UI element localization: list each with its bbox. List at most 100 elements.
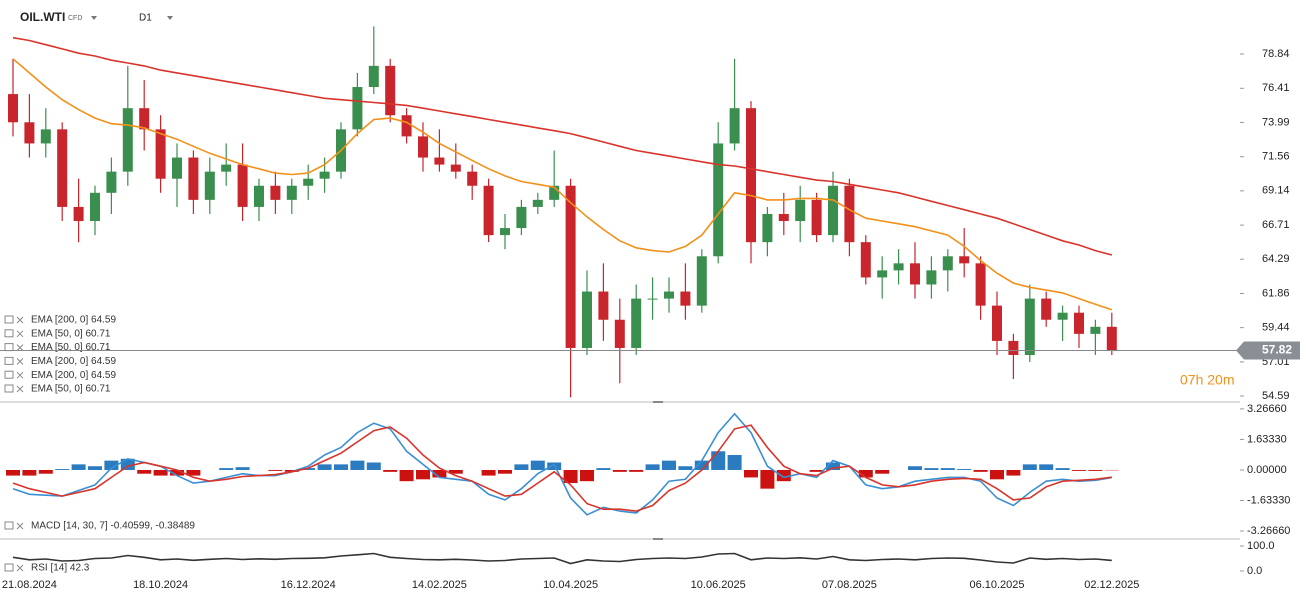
legend-remove[interactable] (16, 385, 24, 393)
legend-entry: MACD [14, 30, 7] -0.40599, -0.38489 (31, 521, 195, 532)
legend-entry: EMA [50, 0] 60.71 (31, 328, 111, 339)
instrument-type: CFD (68, 15, 82, 22)
legend-icon (4, 521, 14, 530)
legend-remove[interactable] (16, 344, 24, 351)
legend-remove[interactable] (16, 522, 24, 530)
macd-histogram-bar (580, 469, 594, 482)
macd-histogram-bar (858, 469, 873, 478)
macd-histogram-bar (268, 469, 283, 471)
candle-body (450, 164, 461, 172)
candle-body (647, 298, 658, 300)
dropdown-arrow[interactable] (91, 16, 97, 20)
candle-body (270, 185, 281, 200)
macd-line (12, 412, 1112, 516)
macd-histogram-bar (957, 469, 972, 470)
macd-histogram-bar (662, 460, 676, 470)
candle-body (893, 263, 904, 271)
macd-histogram-bar (711, 451, 726, 470)
macd-histogram-bar (596, 468, 611, 470)
current-price-label: 57.82 (1262, 343, 1292, 357)
macd-histogram-bar (448, 469, 463, 474)
x-tick-label: 07.08.2025 (822, 579, 877, 591)
candle-body (582, 291, 592, 348)
macd-histogram-bar (563, 469, 578, 484)
candle-body (319, 171, 330, 179)
legend-icon (4, 563, 14, 572)
candle-body (942, 256, 953, 271)
macd-histogram-bar (826, 462, 840, 470)
candle-body (1024, 298, 1035, 356)
candle-body (598, 291, 609, 320)
candle-body (8, 94, 18, 123)
candle-body (844, 185, 855, 243)
candle-body (254, 185, 264, 207)
macd-histogram-bar (547, 462, 562, 470)
candle-body (975, 263, 986, 306)
candle-body (418, 136, 428, 158)
macd-histogram-bar (137, 469, 152, 474)
dropdown-arrow[interactable] (167, 16, 173, 20)
macd-histogram-bar (776, 469, 791, 482)
macd-histogram-bar (334, 464, 348, 470)
candle-body (24, 122, 35, 144)
macd-histogram-bar (71, 464, 86, 470)
macd-histogram-bar (22, 469, 37, 476)
y-tick-label: 0.0 (1247, 565, 1262, 577)
legend-icon (4, 356, 14, 365)
legend-remove[interactable] (16, 358, 24, 365)
macd-histogram-bar (875, 469, 890, 474)
x-tick-label: 16.12.2024 (281, 579, 336, 591)
countdown: 07h 20m (1180, 372, 1234, 388)
legend-icon (4, 370, 14, 379)
candle-body (614, 319, 625, 348)
macd-histogram-bar (481, 469, 496, 476)
x-tick-label: 10.04.2025 (543, 579, 598, 591)
candle-body (303, 178, 314, 186)
y-tick-label: 76.41 (1262, 82, 1290, 94)
y-tick-label: 61.86 (1262, 287, 1290, 299)
legend-icon (4, 384, 14, 393)
candle-body (795, 199, 806, 222)
macd-histogram-bar (1039, 464, 1054, 470)
macd-histogram-bar (727, 455, 742, 470)
candle-body (1008, 340, 1019, 356)
price-badge (1236, 341, 1300, 360)
y-tick-label: 69.14 (1262, 185, 1290, 197)
candle-body (1106, 326, 1117, 351)
macd-histogram-bar (514, 464, 529, 470)
macd-histogram-bar (186, 469, 201, 476)
candle-body (352, 87, 363, 130)
macd-histogram-bar (416, 469, 430, 480)
y-tick-label: 3.26660 (1247, 403, 1287, 415)
y-tick-label: 66.71 (1262, 219, 1290, 231)
macd-histogram-bar (104, 460, 119, 470)
macd-histogram-bar (55, 469, 70, 470)
macd-histogram-bar (170, 469, 184, 476)
candle-body (631, 298, 642, 348)
macd-histogram-bar (809, 469, 824, 472)
candle-body (90, 192, 100, 222)
candle-body (237, 164, 248, 207)
macd-histogram-bar (350, 460, 365, 470)
candle-body (516, 206, 527, 229)
y-tick-label: 59.44 (1262, 322, 1290, 334)
macd-histogram-bar (908, 466, 922, 470)
y-tick-label: 0.00000 (1247, 464, 1287, 476)
macd-histogram-bar (760, 469, 775, 489)
legend-remove[interactable] (16, 316, 24, 324)
legend-remove[interactable] (16, 371, 24, 379)
macd-histogram-bar (284, 469, 299, 472)
x-tick-label: 02.12.2025 (1084, 579, 1139, 591)
x-tick-label: 14.02.2025 (412, 579, 467, 591)
x-tick-label: 21.08.2024 (2, 579, 57, 591)
legend-remove[interactable] (16, 564, 24, 572)
legend-remove[interactable] (16, 330, 24, 338)
timeframe[interactable]: D1 (139, 13, 152, 24)
macd-histogram-bar (235, 467, 250, 470)
macd-histogram-bar (1055, 468, 1070, 470)
symbol[interactable]: OIL.WTI (20, 10, 65, 24)
macd-histogram-bar (744, 469, 758, 478)
macd-histogram-bar (366, 462, 381, 470)
